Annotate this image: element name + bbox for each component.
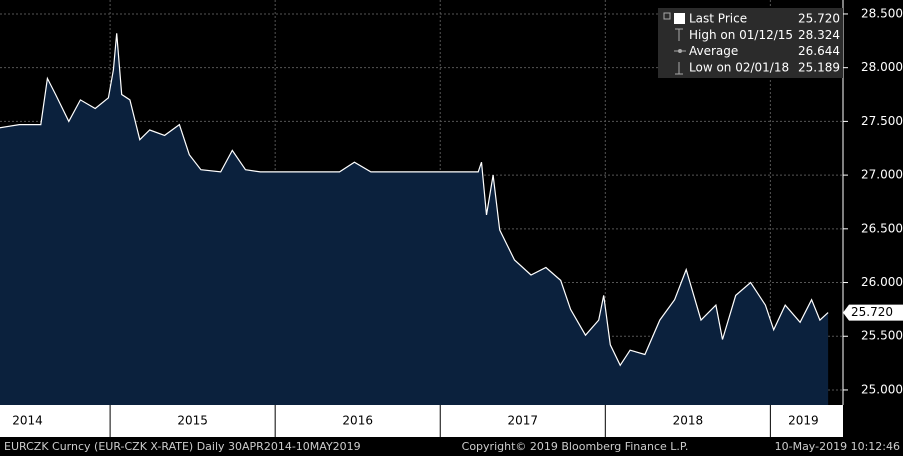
x-tick-label: 2017 — [507, 414, 538, 428]
legend-collapse[interactable] — [663, 12, 671, 20]
y-tick-label: 28.000 — [861, 60, 903, 74]
legend-icon — [675, 28, 683, 41]
x-axis-band — [0, 405, 843, 437]
x-tick-label: 2015 — [177, 414, 208, 428]
legend-icon — [674, 13, 685, 24]
x-axis: 2014 2015 2016 2017 2018 2019 — [12, 405, 819, 437]
x-tick-label: 2016 — [342, 414, 373, 428]
legend-value: 26.644 — [798, 44, 840, 58]
legend-box — [658, 8, 843, 78]
y-tick-label: 26.500 — [861, 221, 903, 235]
y-tick-label: 26.000 — [861, 275, 903, 289]
x-tick-label: 2014 — [12, 414, 43, 428]
legend-label: Last Price — [689, 12, 747, 26]
legend-icon — [678, 49, 682, 53]
x-tick-label: 2018 — [673, 414, 704, 428]
legend-value: 25.720 — [798, 12, 840, 26]
y-tick-label: 25.000 — [861, 382, 903, 396]
y-tick-label: 27.500 — [861, 114, 903, 128]
footer-left: EURCZK Curncy (EUR-CZK X-RATE) Daily 30A… — [4, 440, 361, 453]
legend-label: Low on 02/01/18 — [689, 60, 789, 74]
footer-center: Copyright© 2019 Bloomberg Finance L.P. — [462, 440, 689, 453]
legend-label: Average — [689, 44, 738, 58]
last-value-label: 25.720 — [851, 305, 893, 319]
legend-label: High on 01/12/15 — [689, 28, 793, 42]
legend-icon — [675, 62, 683, 75]
legend-value: 25.189 — [798, 60, 840, 74]
legend: Last Price 25.720 High on 01/12/15 28.324 Av… — [658, 8, 843, 78]
y-axis: 25.000 25.500 26.000 26.500 27.000 27.500 28.0… — [843, 6, 903, 396]
area — [0, 33, 829, 405]
footer-right: 10-May-2019 10:12:46 — [775, 440, 900, 453]
x-tick-label: 2019 — [788, 414, 819, 428]
y-tick-label: 25.500 — [861, 329, 903, 343]
y-tick-label: 27.000 — [861, 168, 903, 182]
line — [0, 33, 829, 367]
y-tick-label: 28.500 — [861, 6, 903, 20]
plot-area — [0, 0, 843, 405]
legend-value: 28.324 — [798, 28, 840, 42]
last-value-tag — [843, 304, 903, 321]
